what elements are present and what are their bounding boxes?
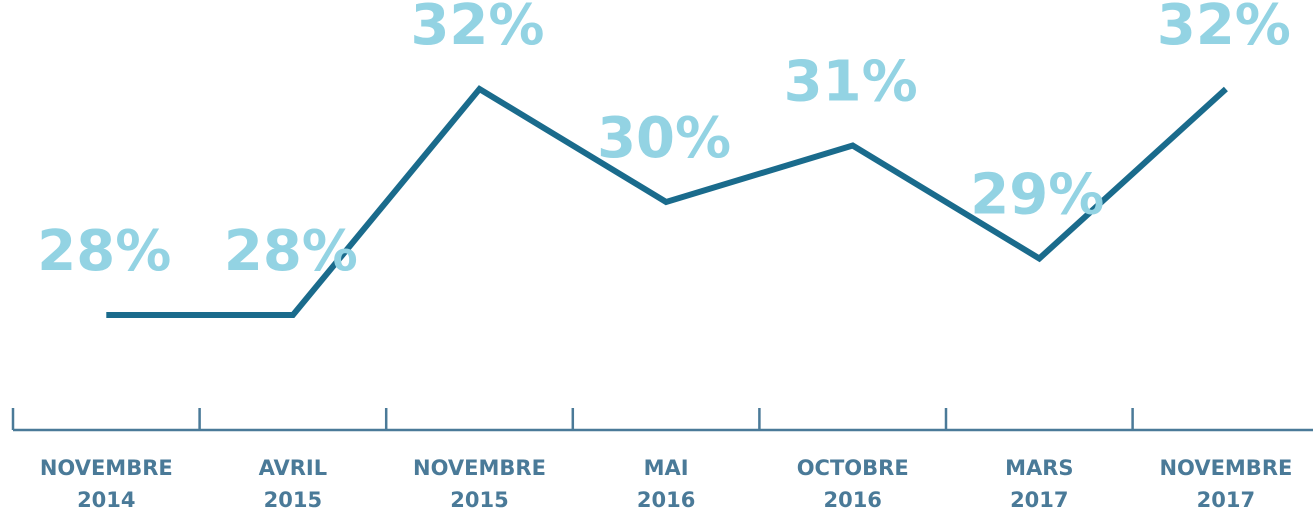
data-line xyxy=(106,85,1228,318)
data-label: 32% xyxy=(410,0,544,58)
x-tick-label: AVRIL xyxy=(259,456,327,480)
x-tick-label: 2015 xyxy=(450,488,508,511)
x-tick-label: 2017 xyxy=(1197,488,1255,511)
x-tick-label: 2015 xyxy=(264,488,322,511)
x-tick-label: NOVEMBRE xyxy=(1159,456,1292,480)
x-tick-label: 2016 xyxy=(637,488,695,511)
data-label: 29% xyxy=(970,163,1104,228)
x-tick-label: MARS xyxy=(1005,456,1073,480)
data-label: 31% xyxy=(784,50,918,115)
x-tick-label: OCTOBRE xyxy=(797,456,909,480)
data-label: 32% xyxy=(1157,0,1291,58)
data-label: 30% xyxy=(597,106,731,171)
x-tick-label: 2016 xyxy=(823,488,881,511)
x-tick-label: NOVEMBRE xyxy=(413,456,546,480)
x-tick-label: NOVEMBRE xyxy=(40,456,173,480)
data-label: 28% xyxy=(224,219,358,284)
x-tick-label: MAI xyxy=(644,456,689,480)
data-label: 28% xyxy=(37,219,171,284)
x-tick-label: 2014 xyxy=(77,488,135,511)
x-tick-label: 2017 xyxy=(1010,488,1068,511)
